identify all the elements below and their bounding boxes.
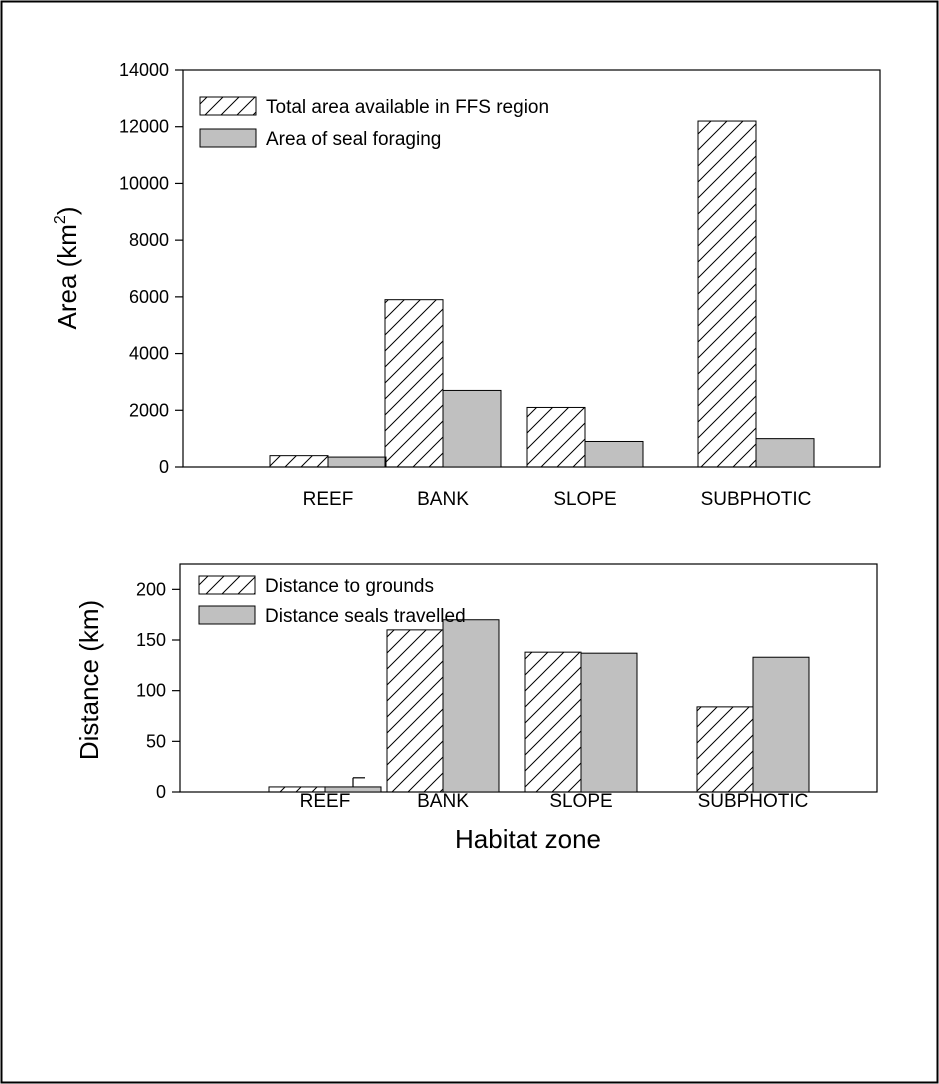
area-category-label: BANK	[417, 489, 469, 510]
distance-category-label: SLOPE	[549, 791, 612, 812]
area-bar-a-reef	[269, 455, 329, 468]
area-bar-a-bank	[384, 299, 444, 468]
distance-legend-label-grounds: Distance to grounds	[265, 576, 434, 597]
area-legend-swatch-foraging	[199, 128, 257, 148]
area-y-tick-label: 0	[159, 457, 169, 477]
distance-category-label: BANK	[417, 791, 469, 812]
distance-y-tick-label: 150	[136, 630, 166, 650]
distance-bar-a-bank	[386, 629, 444, 793]
distance-category-label: SUBPHOTIC	[698, 791, 809, 812]
area-legend-swatch-total	[199, 96, 257, 116]
area-legend-label-total: Total area available in FFS region	[266, 97, 549, 118]
area-bar-a-slope	[526, 406, 586, 468]
area-category-labels: REEF BANK SLOPE SUBPHOTIC	[303, 489, 812, 510]
distance-y-tick-label: 200	[136, 579, 166, 599]
area-y-tick-label: 6000	[129, 287, 169, 307]
distance-category-labels: REEF BANK SLOPE SUBPHOTIC	[300, 791, 809, 812]
area-bar-b-slope	[584, 440, 644, 468]
area-legend-label-foraging: Area of seal foraging	[266, 129, 441, 150]
distance-category-label: REEF	[300, 791, 351, 812]
area-y-tick-label: 12000	[119, 117, 169, 137]
distance-bar-b-slope	[580, 652, 638, 793]
distance-chart: 0 50 100 150 200 REEF BANK SLOPE SUBPHOTIC Dist…	[74, 563, 878, 854]
area-bar-a-subphotic	[697, 120, 757, 468]
distance-bar-b-bank	[442, 619, 500, 793]
distance-legend-swatch-grounds	[198, 575, 256, 595]
area-category-label: REEF	[303, 489, 354, 510]
distance-bar-b-subphotic	[752, 656, 810, 793]
area-category-label: SLOPE	[553, 489, 616, 510]
area-bar-b-subphotic	[755, 438, 815, 468]
area-y-tick-label: 8000	[129, 230, 169, 250]
distance-y-tick-label: 100	[136, 681, 166, 701]
area-chart: 0 2000 4000 6000 8000 10000 12000 14000 REEF BAN…	[52, 60, 881, 510]
distance-legend: Distance to grounds Distance seals trave…	[198, 575, 466, 627]
distance-bar-a-subphotic	[696, 706, 754, 793]
distance-y-tick-label: 0	[156, 782, 166, 802]
distance-y-ticks: 0 50 100 150 200	[136, 579, 180, 802]
distance-legend-swatch-travelled	[198, 605, 256, 625]
distance-legend-label-travelled: Distance seals travelled	[265, 606, 466, 627]
area-y-axis-title: Area (km2)	[52, 206, 82, 329]
distance-y-tick-label: 50	[146, 731, 166, 751]
area-category-label: SUBPHOTIC	[701, 489, 812, 510]
distance-bars	[268, 619, 810, 793]
area-y-tick-label: 4000	[129, 344, 169, 364]
area-y-ticks: 0 2000 4000 6000 8000 10000 12000 14000	[119, 60, 183, 477]
area-bars	[269, 120, 815, 468]
area-bar-b-bank	[442, 389, 502, 468]
area-y-tick-label: 2000	[129, 400, 169, 420]
distance-x-axis-title: Habitat zone	[455, 824, 601, 854]
area-y-tick-label: 14000	[119, 60, 169, 80]
area-bar-b-reef	[327, 456, 387, 468]
distance-y-axis-title: Distance (km)	[74, 600, 104, 760]
area-legend: Total area available in FFS region Area …	[199, 96, 549, 150]
distance-bar-a-slope	[524, 651, 582, 793]
area-y-tick-label: 10000	[119, 173, 169, 193]
